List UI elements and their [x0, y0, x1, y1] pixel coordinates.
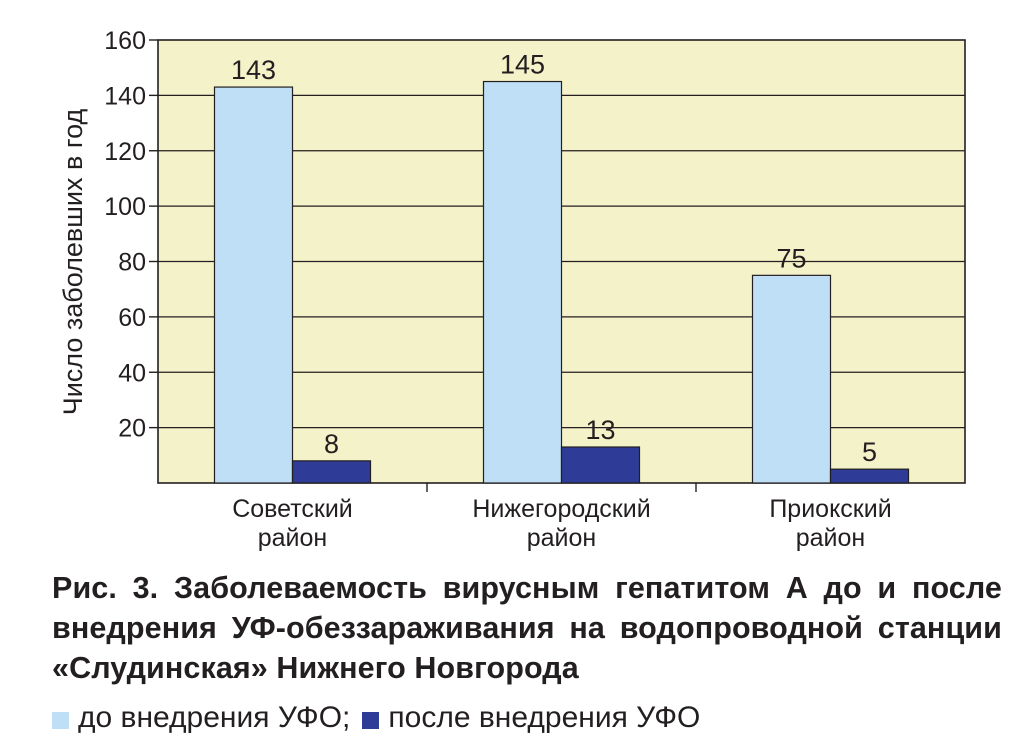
- y-tick-label: 40: [118, 359, 146, 387]
- legend-label-after: после внедрения УФО: [388, 701, 701, 734]
- bars: 143 8 145 13 75 5: [213, 50, 910, 484]
- x-axis-categories: СоветскийрайонНижегородскийрайонПриокски…: [232, 483, 892, 552]
- bar-value-label: 145: [500, 50, 545, 80]
- category-label: Приокский: [769, 495, 891, 523]
- y-tick-label: 140: [104, 82, 146, 110]
- bar-value-label: 143: [231, 55, 276, 85]
- bar-chart: 20 40 60 80 100 120 140 160 143 8 145 13 75 5 Советс…: [58, 27, 966, 552]
- bar-value-label: 8: [324, 429, 339, 459]
- category-label: Советский: [232, 495, 353, 523]
- y-tick-label: 160: [104, 27, 146, 55]
- category-label: район: [258, 524, 327, 552]
- figure-caption: Рис. 3. Заболеваемость вирусным гепатито…: [52, 571, 1002, 685]
- bar-after: [291, 460, 372, 484]
- y-tick-label: 60: [118, 304, 146, 332]
- category-label: район: [796, 524, 865, 552]
- legend-separator: ;: [342, 701, 351, 734]
- legend-label-before: до внедрения УФО: [78, 701, 343, 734]
- category-label: Нижегородский: [472, 495, 650, 523]
- legend: до внедрения УФО; после внедрения УФО: [52, 696, 700, 740]
- bar-value-label: 13: [585, 415, 615, 445]
- y-tick-label: 120: [104, 138, 146, 166]
- legend-swatch-before: [52, 711, 69, 729]
- y-tick-label: 80: [118, 249, 146, 277]
- bar-value-label: 75: [776, 243, 806, 273]
- bar-before: [482, 80, 563, 484]
- bar-before: [213, 86, 294, 484]
- y-tick-label: 100: [104, 193, 146, 221]
- bar-after: [829, 468, 910, 484]
- y-tick-label: 20: [118, 415, 146, 443]
- y-axis-label: Число заболевших в год: [58, 108, 88, 415]
- category-label: район: [527, 524, 596, 552]
- y-axis-ticks: 20 40 60 80 100 120 140 160: [104, 27, 158, 443]
- bar-after: [560, 446, 641, 484]
- legend-swatch-after: [362, 711, 380, 729]
- bar-before: [751, 274, 832, 484]
- bar-value-label: 5: [862, 437, 877, 467]
